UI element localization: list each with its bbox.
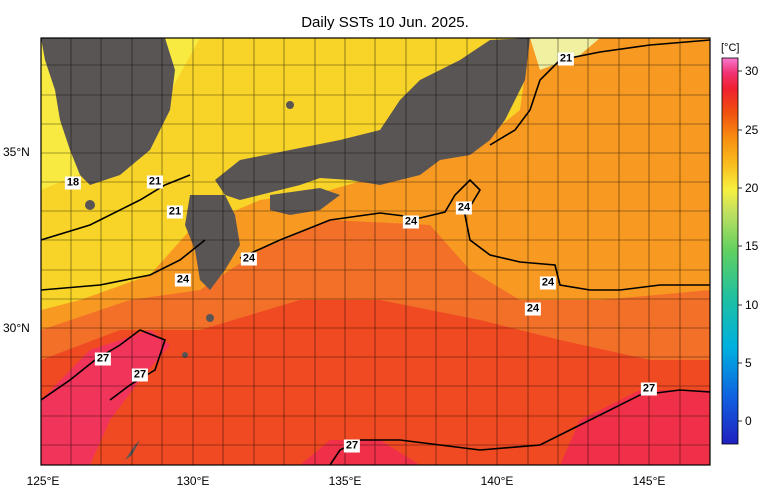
x-tick-label: 140°E	[480, 474, 514, 488]
contour-label: 21	[166, 205, 184, 219]
colorbar-tick-label: 10	[745, 298, 759, 312]
contour-label: 21	[557, 52, 575, 66]
contour-label: 27	[640, 382, 658, 396]
warm-south	[41, 300, 710, 465]
contour-label: 24	[174, 273, 192, 287]
colorbar-unit: [°C]	[721, 42, 740, 54]
island	[85, 200, 95, 210]
land-kyushu	[185, 195, 240, 290]
x-tick-label: 135°E	[328, 474, 362, 488]
x-tick-label: 130°E	[176, 474, 210, 488]
colorbar-tick-label: 0	[745, 414, 752, 428]
contour-label: 24	[402, 215, 420, 229]
hot-core-west	[41, 330, 170, 465]
colorbar-tick-label: 25	[745, 123, 759, 137]
hot-core-south	[300, 440, 420, 465]
map-title: Daily SSTs 10 Jun. 2025.	[301, 14, 469, 31]
contour-label: 24	[455, 201, 473, 215]
land-shikoku	[270, 188, 340, 215]
contour-label: 21	[146, 175, 164, 189]
x-tick-label: 145°E	[632, 474, 666, 488]
island	[286, 101, 294, 109]
y-tick-label: 35°N	[3, 145, 30, 159]
contour-label: 24	[524, 302, 542, 316]
colorbar-tick-label: 5	[745, 356, 752, 370]
contour-label: 27	[343, 439, 361, 453]
contour-label: 24	[539, 276, 557, 290]
land-honshu	[215, 38, 530, 200]
colorbar-tick-label: 30	[745, 64, 759, 78]
colorbar-ticks	[738, 70, 742, 422]
contour-label: 27	[131, 368, 149, 382]
map-frame	[40, 37, 711, 466]
contour-label: 24	[240, 252, 258, 266]
contour-label: 27	[94, 352, 112, 366]
y-tick-label: 30°N	[3, 321, 30, 335]
island	[182, 352, 188, 358]
island	[206, 314, 214, 322]
colorbar-tick-label: 20	[745, 181, 759, 195]
x-tick-label: 125°E	[26, 474, 60, 488]
contour-label: 18	[64, 176, 82, 190]
land-korea	[41, 38, 175, 185]
hot-core-east	[560, 390, 710, 465]
colorbar-tick-label: 15	[745, 239, 759, 253]
colorbar	[721, 57, 739, 445]
